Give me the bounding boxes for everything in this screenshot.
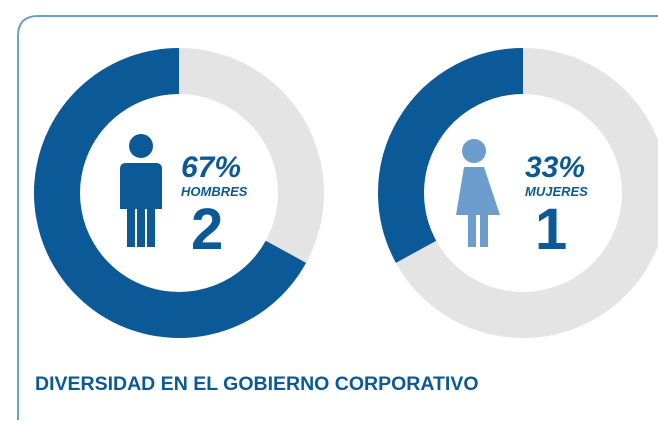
footer-title: DIVERSIDAD EN EL GOBIERNO CORPORATIVO	[35, 373, 479, 395]
man-icon	[120, 134, 162, 247]
card-border	[17, 15, 658, 420]
percent-label: 67%	[181, 151, 241, 184]
woman-icon	[456, 139, 500, 247]
donut-segment	[378, 48, 524, 263]
percent-label: 33%	[525, 151, 585, 184]
category-label: MUJERES	[525, 184, 588, 199]
count-label: 1	[535, 197, 567, 262]
category-label: HOMBRES	[181, 184, 248, 199]
count-label: 2	[191, 197, 223, 262]
donut-segment	[34, 48, 307, 338]
